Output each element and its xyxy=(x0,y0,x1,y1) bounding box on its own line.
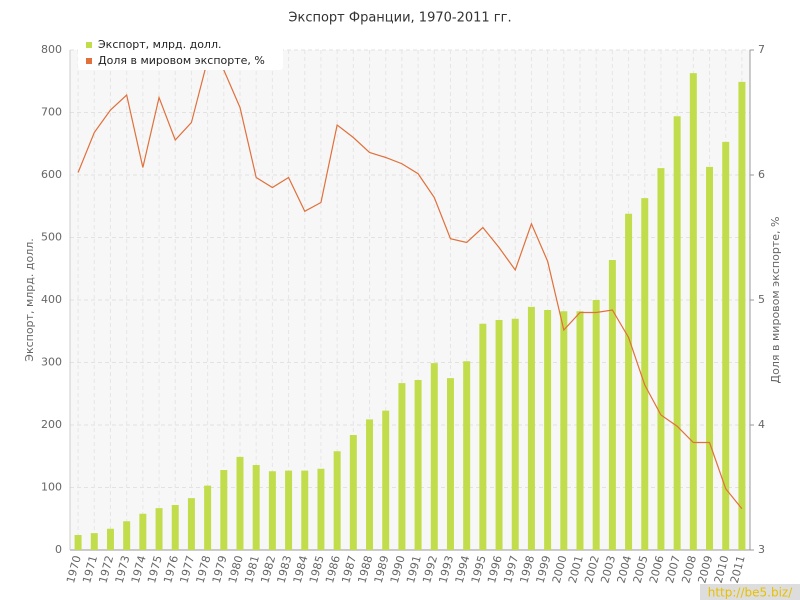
bar xyxy=(349,435,357,550)
bar xyxy=(187,498,195,550)
bar xyxy=(317,468,325,550)
bar xyxy=(236,456,244,550)
legend-box xyxy=(78,36,283,70)
bar xyxy=(576,311,584,550)
bar xyxy=(527,306,535,550)
bar xyxy=(446,378,454,550)
bar xyxy=(560,311,568,550)
y2-tick-label: 4 xyxy=(758,418,765,431)
bar xyxy=(333,451,341,550)
bar xyxy=(285,470,293,550)
bar xyxy=(252,465,260,550)
y-tick-label: 400 xyxy=(41,293,62,306)
bar xyxy=(722,141,730,550)
y2-tick-label: 7 xyxy=(758,43,765,56)
bar xyxy=(641,198,649,550)
bar xyxy=(657,168,665,550)
bar xyxy=(495,320,503,550)
chart-title: Экспорт Франции, 1970-2011 гг. xyxy=(288,11,511,26)
y-tick-label: 200 xyxy=(41,418,62,431)
watermark: http://be5.biz/ xyxy=(708,586,793,600)
bar xyxy=(625,213,633,550)
bar xyxy=(301,470,309,550)
y-tick-label: 600 xyxy=(41,168,62,181)
bar xyxy=(463,361,471,550)
bar xyxy=(268,471,276,550)
bar xyxy=(155,508,163,550)
y-tick-label: 0 xyxy=(55,543,62,556)
y2-tick-label: 6 xyxy=(758,168,765,181)
legend-swatch xyxy=(86,42,92,48)
bar xyxy=(592,300,600,550)
legend-label: Доля в мировом экспорте, % xyxy=(98,54,265,67)
bar xyxy=(689,73,697,550)
bar xyxy=(123,521,131,550)
legend-swatch xyxy=(86,58,92,64)
y-axis-label: Экспорт, млрд. долл. xyxy=(23,238,36,361)
bar xyxy=(90,533,98,550)
bar xyxy=(74,535,82,550)
legend-label: Экспорт, млрд. долл. xyxy=(98,38,221,51)
y-tick-label: 500 xyxy=(41,231,62,244)
bar xyxy=(106,528,114,550)
bar xyxy=(738,81,746,550)
bar xyxy=(544,310,552,550)
bar xyxy=(382,410,390,550)
bar xyxy=(479,323,487,550)
bar xyxy=(608,260,616,550)
watermark-bg xyxy=(700,584,800,600)
y2-tick-label: 3 xyxy=(758,543,765,556)
y-tick-label: 700 xyxy=(41,106,62,119)
y2-tick-label: 5 xyxy=(758,293,765,306)
y2-axis-label: Доля в мировом экспорте, % xyxy=(769,217,782,384)
bar xyxy=(171,505,179,550)
bar xyxy=(204,485,212,550)
bar xyxy=(139,513,147,550)
legend: Экспорт, млрд. долл. Доля в мировом экспо… xyxy=(78,36,283,70)
bar xyxy=(366,419,374,550)
y-tick-label: 300 xyxy=(41,356,62,369)
y-tick-label: 800 xyxy=(41,43,62,56)
y-tick-label: 100 xyxy=(41,481,62,494)
bar xyxy=(414,380,422,550)
line xyxy=(77,59,743,510)
bar xyxy=(673,116,681,550)
bar xyxy=(511,318,519,550)
bar xyxy=(220,470,228,550)
bar xyxy=(430,363,438,550)
bar xyxy=(706,166,714,550)
bar xyxy=(398,383,406,550)
